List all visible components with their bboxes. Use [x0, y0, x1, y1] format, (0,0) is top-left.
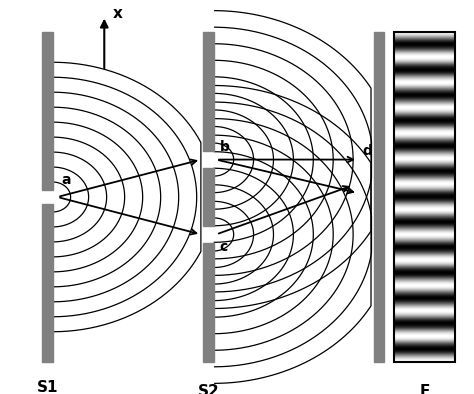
- FancyBboxPatch shape: [42, 204, 53, 362]
- Bar: [394, 32, 455, 362]
- Text: d: d: [363, 143, 373, 158]
- Text: x: x: [113, 6, 123, 21]
- Text: S2: S2: [198, 384, 219, 394]
- FancyBboxPatch shape: [203, 243, 214, 362]
- Text: a: a: [62, 173, 71, 187]
- Text: b: b: [219, 139, 229, 154]
- FancyBboxPatch shape: [42, 32, 53, 190]
- FancyBboxPatch shape: [203, 168, 214, 226]
- Text: c: c: [219, 240, 228, 255]
- FancyBboxPatch shape: [374, 32, 384, 362]
- Text: F: F: [419, 384, 430, 394]
- FancyBboxPatch shape: [203, 32, 214, 151]
- Text: S1: S1: [36, 380, 58, 394]
